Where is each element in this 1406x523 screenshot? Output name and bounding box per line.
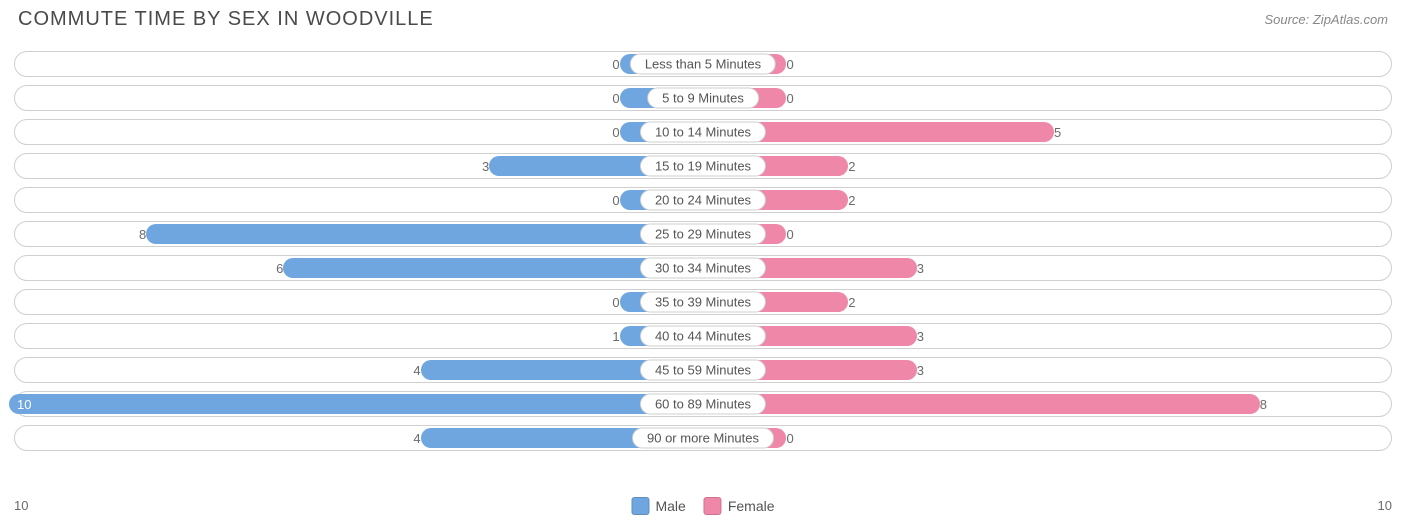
legend-male: Male bbox=[631, 497, 685, 515]
bar-male-value: 0 bbox=[580, 88, 628, 108]
bar-male-value: 4 bbox=[381, 428, 429, 448]
bar-male-value: 0 bbox=[580, 54, 628, 74]
bar-male-value: 0 bbox=[580, 122, 628, 142]
chart-row: 0 2 20 to 24 Minutes bbox=[14, 187, 1392, 213]
chart-row: 6 3 30 to 34 Minutes bbox=[14, 255, 1392, 281]
chart-row: 4 3 45 to 59 Minutes bbox=[14, 357, 1392, 383]
category-label: 60 to 89 Minutes bbox=[640, 394, 766, 415]
bar-female-value: 3 bbox=[909, 360, 957, 380]
category-label: 20 to 24 Minutes bbox=[640, 190, 766, 211]
bar-female bbox=[703, 394, 1260, 414]
bar-female-value: 2 bbox=[840, 156, 888, 176]
chart-row: 8 0 25 to 29 Minutes bbox=[14, 221, 1392, 247]
swatch-female bbox=[704, 497, 722, 515]
bar-female-value: 0 bbox=[778, 88, 826, 108]
category-label: 35 to 39 Minutes bbox=[640, 292, 766, 313]
axis-right-max: 10 bbox=[1378, 498, 1392, 513]
chart-rows: 00Less than 5 Minutes005 to 9 Minutes051… bbox=[0, 31, 1406, 451]
bar-male-value: 6 bbox=[243, 258, 291, 278]
bar-male-value: 0 bbox=[580, 292, 628, 312]
bar-female-value: 3 bbox=[909, 326, 957, 346]
commute-chart: COMMUTE TIME BY SEX IN WOODVILLE Source:… bbox=[0, 0, 1406, 523]
bar-male-value: 8 bbox=[106, 224, 154, 244]
bar-female-value: 0 bbox=[778, 54, 826, 74]
category-label: 30 to 34 Minutes bbox=[640, 258, 766, 279]
category-label: 90 or more Minutes bbox=[632, 428, 774, 449]
legend: Male Female bbox=[631, 497, 774, 515]
chart-row: 3 2 15 to 19 Minutes bbox=[14, 153, 1392, 179]
chart-row: 4 090 or more Minutes bbox=[14, 425, 1392, 451]
chart-title: COMMUTE TIME BY SEX IN WOODVILLE bbox=[18, 8, 434, 31]
legend-female-label: Female bbox=[728, 498, 775, 514]
chart-header: COMMUTE TIME BY SEX IN WOODVILLE Source:… bbox=[0, 0, 1406, 31]
chart-row: 0 0Less than 5 Minutes bbox=[14, 51, 1392, 77]
category-label: 45 to 59 Minutes bbox=[640, 360, 766, 381]
bar-male-value: 10 bbox=[17, 397, 31, 412]
chart-row: 0 0 5 to 9 Minutes bbox=[14, 85, 1392, 111]
bar-male-value: 0 bbox=[580, 190, 628, 210]
legend-female: Female bbox=[704, 497, 775, 515]
bar-male bbox=[146, 224, 703, 244]
category-label: Less than 5 Minutes bbox=[630, 54, 776, 75]
legend-male-label: Male bbox=[655, 498, 685, 514]
bar-female-value: 2 bbox=[840, 292, 888, 312]
bar-female-value: 8 bbox=[1252, 394, 1300, 414]
chart-row: 10 8 60 to 89 Minutes bbox=[14, 391, 1392, 417]
bar-female-value: 2 bbox=[840, 190, 888, 210]
chart-row: 0 5 10 to 14 Minutes bbox=[14, 119, 1392, 145]
bar-female-value: 5 bbox=[1046, 122, 1094, 142]
bar-female-value: 0 bbox=[778, 224, 826, 244]
bar-male-value: 3 bbox=[449, 156, 497, 176]
category-label: 10 to 14 Minutes bbox=[640, 122, 766, 143]
swatch-male bbox=[631, 497, 649, 515]
chart-footer: 10 Male Female 10 bbox=[14, 498, 1392, 513]
category-label: 25 to 29 Minutes bbox=[640, 224, 766, 245]
axis-left-max: 10 bbox=[14, 498, 28, 513]
bar-male-value: 4 bbox=[381, 360, 429, 380]
bar-male: 10 bbox=[9, 394, 703, 414]
bar-male-value: 1 bbox=[580, 326, 628, 346]
category-label: 5 to 9 Minutes bbox=[647, 88, 759, 109]
bar-female-value: 0 bbox=[778, 428, 826, 448]
chart-source: Source: ZipAtlas.com bbox=[1264, 8, 1388, 27]
chart-row: 1 3 40 to 44 Minutes bbox=[14, 323, 1392, 349]
category-label: 40 to 44 Minutes bbox=[640, 326, 766, 347]
chart-row: 0 2 35 to 39 Minutes bbox=[14, 289, 1392, 315]
bar-female-value: 3 bbox=[909, 258, 957, 278]
category-label: 15 to 19 Minutes bbox=[640, 156, 766, 177]
